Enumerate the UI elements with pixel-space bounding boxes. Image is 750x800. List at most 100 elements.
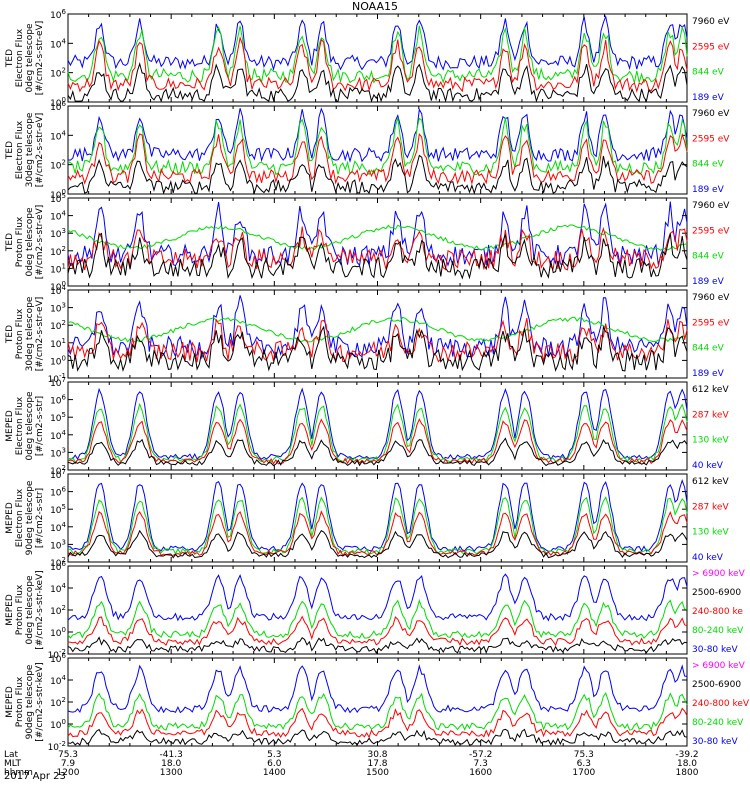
legend-label: 80-240 keV: [692, 626, 744, 636]
y-tick-label: 103: [50, 227, 66, 240]
legend-label: 80-240 keV: [692, 718, 744, 728]
y-tick-label: 102: [50, 464, 66, 477]
y-axis-label-line: Electron Flux: [15, 120, 25, 179]
panel-1: 100 102 104 106 TED Electron Flux 0deg telesco…: [5, 8, 730, 109]
legend-label: 2595 eV: [692, 318, 730, 328]
panel-3: 100 101 102 103 104 105 TED Proton Flux 0deg tel…: [5, 192, 730, 293]
y-tick-label: 102: [50, 159, 66, 172]
series-line: [67, 325, 688, 372]
x-tick-label: 6.3: [577, 759, 591, 769]
series-line: [67, 25, 688, 85]
y-tick-label: 106: [50, 100, 66, 113]
series-line: [67, 295, 688, 360]
legend-label: 612 keV: [692, 477, 729, 487]
y-axis-label-line: [#/cm2-s-str-keV]: [35, 662, 45, 741]
y-axis-label: TED Electron Flux 0deg telescope [#/cm2-s-s…: [5, 21, 45, 96]
y-tick-label: 106: [50, 486, 66, 499]
legend-label: 130 keV: [692, 528, 729, 538]
x-tick-label: 6.0: [267, 759, 282, 769]
y-tick-label: 103: [50, 302, 66, 315]
series-line: [67, 418, 688, 465]
x-tick-label: 5.3: [267, 750, 281, 760]
y-tick-label: 104: [50, 37, 66, 50]
series-line: [67, 107, 688, 163]
series-line: [67, 615, 688, 647]
y-axis-label: MEPED Electron Flux 0deg telescope [#/cm2-s…: [5, 391, 45, 461]
y-tick-label: 100: [50, 188, 66, 201]
legend-label: 7960 eV: [692, 17, 730, 27]
legend-label: 7960 eV: [692, 109, 730, 119]
legend-label: 844 eV: [692, 344, 725, 354]
y-axis-label: TED Proton Flux 0deg telescope [#/cm2-s-str…: [5, 205, 45, 280]
y-axis-label: TED Proton Flux 30deg telescope [#/cm2-s-st…: [5, 296, 45, 371]
panel-4: 10-1 100 101 102 103 104 TED Proton Flux 30deg t…: [5, 284, 730, 385]
y-tick-label: 106: [50, 394, 66, 407]
x-tick-label: 17.8: [367, 759, 387, 769]
series-line: [67, 437, 688, 467]
y-axis-label-line: Proton Flux: [15, 216, 25, 267]
y-tick-label: 102: [50, 604, 66, 617]
panel-6: 102 103 104 105 106 107 MEPED Electron Flux 90de…: [5, 468, 729, 569]
y-axis-label-line: 0deg telescope: [25, 391, 35, 461]
y-axis-label-line: [#/cm2-s-str]: [35, 488, 45, 548]
y-tick-label: 107: [50, 376, 66, 389]
legend-label: 7960 eV: [692, 201, 730, 211]
figure-title: NOAA15: [351, 0, 399, 13]
legend-label: 7960 eV: [692, 293, 730, 303]
series-line: [67, 36, 688, 93]
y-axis-label-line: [#/cm2-s-str-eV]: [35, 113, 45, 188]
y-tick-label: 104: [50, 429, 66, 442]
x-row-label: hhmm: [4, 768, 33, 778]
series-line: [67, 62, 688, 103]
y-axis-label-line: MEPED: [5, 410, 15, 442]
y-tick-label: 101: [50, 337, 66, 350]
x-tick-label: 75.3: [574, 750, 594, 760]
y-axis-label-line: 90deg telescope: [25, 664, 35, 739]
y-axis-label-line: MEPED: [5, 502, 15, 534]
y-tick-label: 102: [50, 556, 66, 569]
x-tick-label: 1200: [57, 768, 80, 778]
y-axis-label-line: MEPED: [5, 686, 15, 718]
y-axis-label-line: [#/cm2-s-str-keV]: [35, 570, 45, 649]
x-row-label: MLT: [4, 759, 22, 769]
panel-frame: [67, 105, 688, 195]
legend-label: 287 keV: [692, 410, 729, 420]
series-line: [67, 598, 688, 639]
y-axis-label-line: MEPED: [5, 594, 15, 626]
y-tick-label: 105: [50, 503, 66, 516]
legend-label: 130 keV: [692, 436, 729, 446]
legend-label: 844 eV: [692, 68, 725, 78]
series-line: [67, 201, 688, 267]
y-axis-label-line: TED: [5, 49, 15, 68]
x-tick-label: 1600: [469, 768, 492, 778]
x-tick-label: 7.3: [474, 759, 488, 769]
series-line: [67, 224, 688, 251]
series-line: [67, 636, 688, 654]
x-tick-label: 7.9: [61, 759, 76, 769]
panel-frame: [67, 565, 688, 655]
x-tick-label: 18.0: [677, 759, 697, 769]
y-tick-label: 104: [50, 284, 66, 297]
legend-label: 287 keV: [692, 502, 729, 512]
y-tick-label: 10-2: [48, 648, 66, 661]
series-line: [67, 132, 688, 186]
series-line: [67, 317, 688, 363]
legend-label: 2500-6900: [692, 588, 741, 598]
y-tick-label: 105: [50, 192, 66, 205]
y-tick-label: 103: [50, 446, 66, 459]
x-tick-label: 1400: [263, 768, 286, 778]
y-tick-label: 100: [50, 626, 66, 639]
series-line: [67, 573, 688, 622]
x-tick-label: -39.2: [675, 750, 698, 760]
y-tick-label: 102: [50, 696, 66, 709]
y-tick-label: 10-1: [48, 372, 66, 385]
y-tick-label: 107: [50, 468, 66, 481]
x-tick-label: 1300: [160, 768, 183, 778]
series-line: [67, 387, 688, 461]
y-tick-label: 104: [50, 582, 66, 595]
y-tick-label: 100: [50, 280, 66, 293]
series-line: [67, 316, 688, 343]
y-axis-label-line: [#/cm2-s-str-eV]: [35, 297, 45, 372]
series-line: [67, 496, 688, 556]
